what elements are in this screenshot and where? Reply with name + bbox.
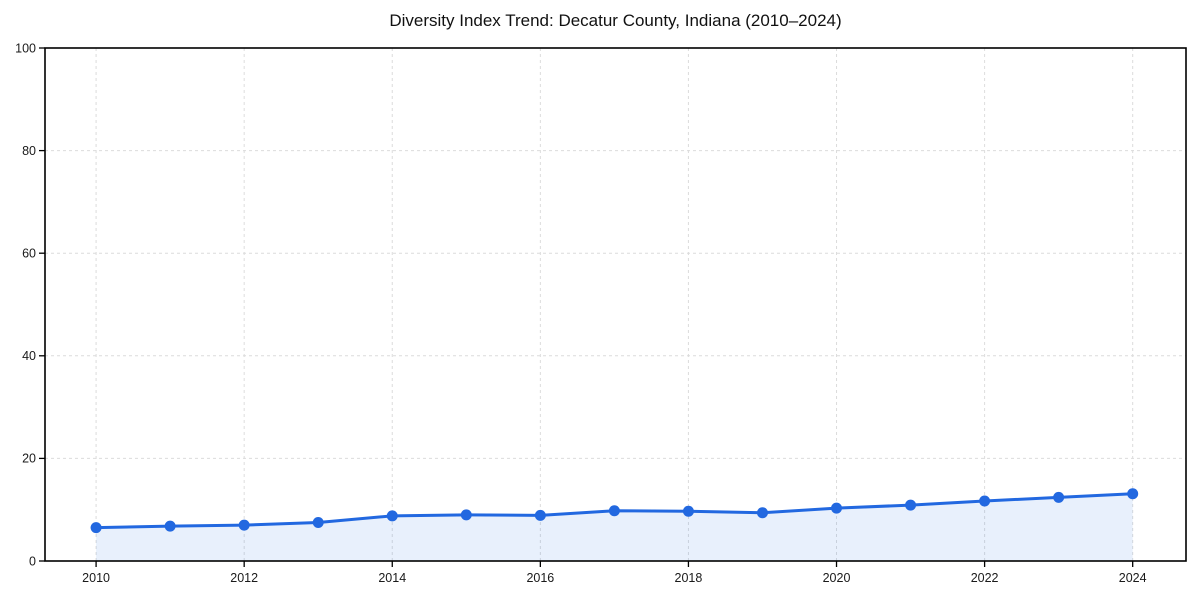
y-tick-label: 80 [22, 144, 36, 158]
data-point-marker [1127, 488, 1139, 500]
y-tick-label: 0 [29, 554, 36, 568]
y-tick-label: 40 [22, 349, 36, 363]
x-tick-label: 2022 [971, 571, 999, 585]
data-point-marker [534, 509, 546, 521]
data-point-marker [979, 495, 991, 507]
data-point-marker [831, 502, 843, 514]
data-point-marker [238, 519, 250, 531]
plot-border [44, 47, 1187, 562]
x-tick-label: 2014 [378, 571, 406, 585]
data-point-marker [164, 520, 176, 532]
data-point-marker [312, 517, 324, 529]
data-point-marker [905, 499, 917, 511]
data-point-marker [460, 509, 472, 521]
y-tick-label: 60 [22, 247, 36, 261]
data-point-marker [756, 507, 768, 519]
x-tick-label: 2020 [823, 571, 851, 585]
x-tick-label: 2016 [526, 571, 554, 585]
data-point-marker [1053, 491, 1065, 503]
x-tick-label: 2024 [1119, 571, 1147, 585]
y-tick-label: 100 [15, 41, 36, 55]
chart-title: Diversity Index Trend: Decatur County, I… [389, 11, 842, 30]
x-tick-label: 2012 [230, 571, 258, 585]
y-tick-label: 20 [22, 452, 36, 466]
data-point-marker [386, 510, 398, 522]
x-tick-label: 2018 [675, 571, 703, 585]
data-point-marker [90, 522, 102, 534]
data-point-marker [608, 505, 620, 517]
data-point-marker [682, 505, 694, 517]
x-tick-label: 2010 [82, 571, 110, 585]
area-fill [96, 493, 1133, 561]
